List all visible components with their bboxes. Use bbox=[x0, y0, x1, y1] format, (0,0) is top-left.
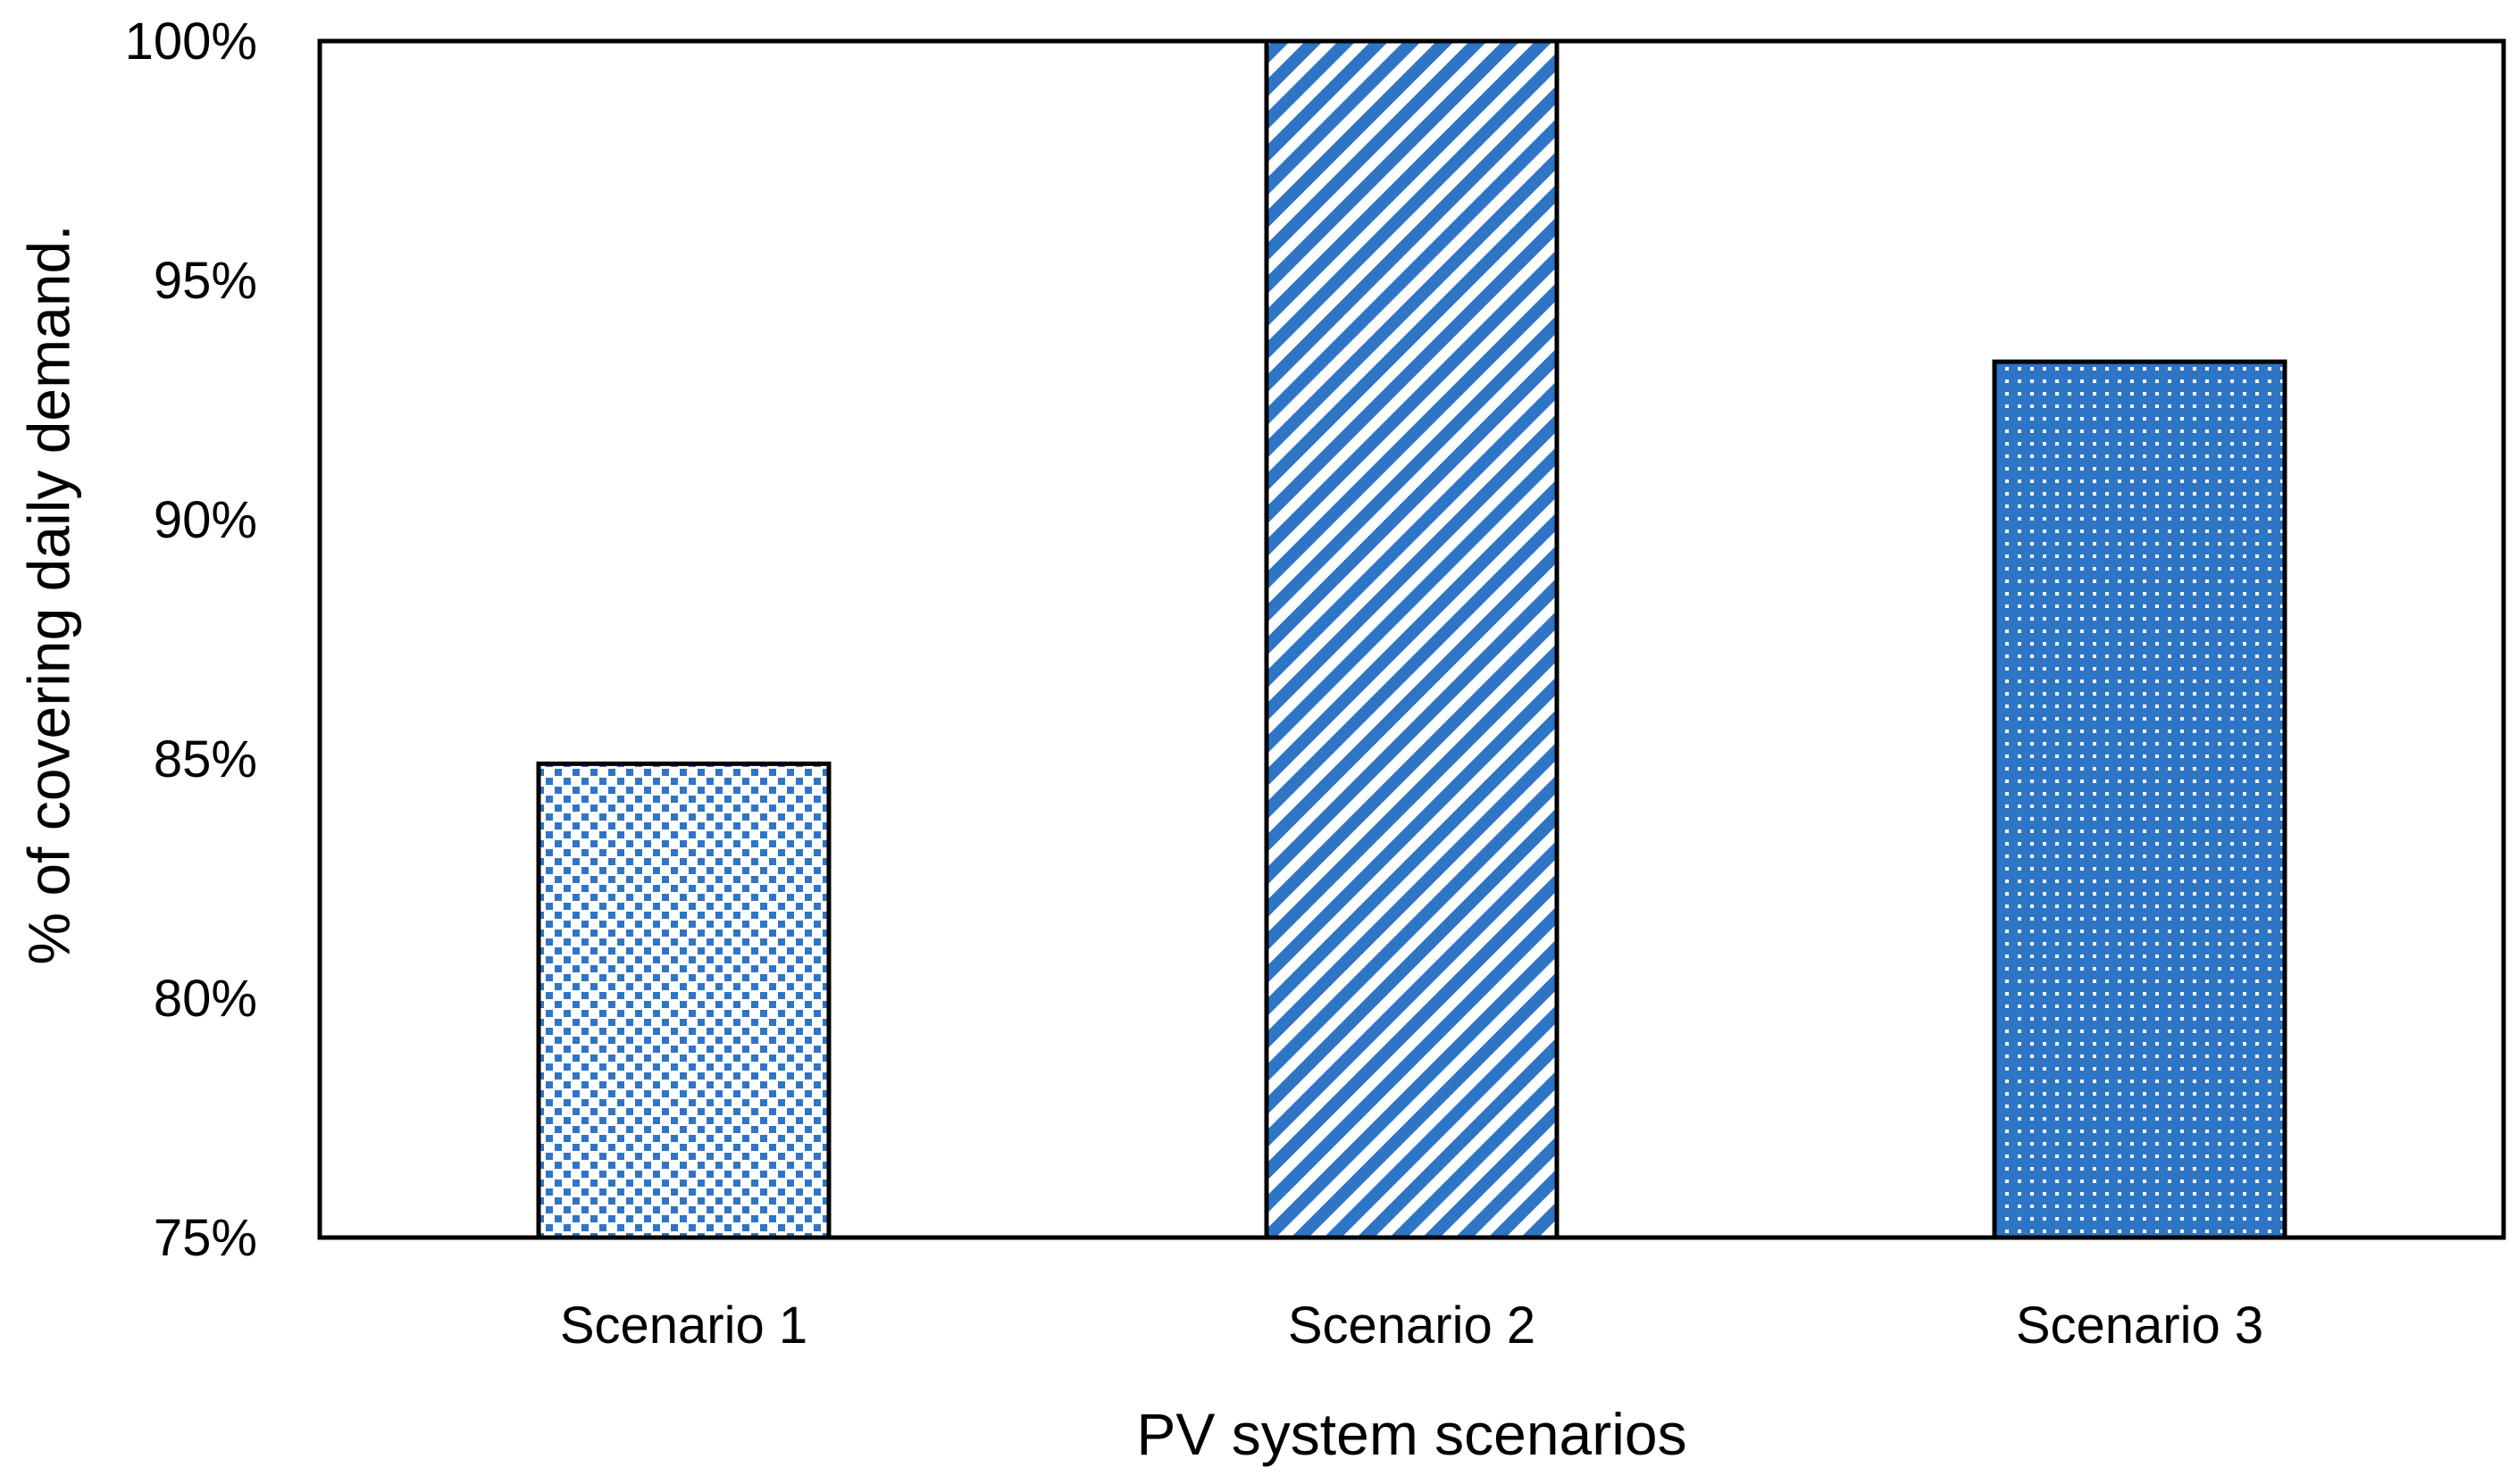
bars bbox=[536, 38, 2287, 1240]
x-tick-label: Scenario 2 bbox=[1288, 1296, 1535, 1355]
y-tick-label: 95% bbox=[154, 252, 257, 310]
y-tick-label: 90% bbox=[154, 491, 257, 549]
x-axis-title: PV system scenarios bbox=[1136, 1401, 1686, 1467]
y-tick-label: 80% bbox=[154, 970, 257, 1028]
bar-scenario-1 bbox=[536, 761, 832, 1240]
y-tick-label: 100% bbox=[125, 13, 257, 71]
x-tick-label: Scenario 3 bbox=[2016, 1296, 2263, 1355]
x-tick-label: Scenario 1 bbox=[560, 1296, 807, 1355]
y-tick-label: 85% bbox=[154, 730, 257, 788]
bar-scenario-2 bbox=[1264, 38, 1560, 1240]
y-axis-ticks: 75% 80% 85% 90% 95% 100% bbox=[125, 13, 257, 1267]
y-tick-label: 75% bbox=[154, 1209, 257, 1267]
x-axis-ticks: Scenario 1 Scenario 2 Scenario 3 bbox=[560, 1296, 2263, 1355]
bar-scenario-3 bbox=[1992, 359, 2287, 1240]
y-axis-title: % of covering daily demand. bbox=[15, 224, 81, 964]
